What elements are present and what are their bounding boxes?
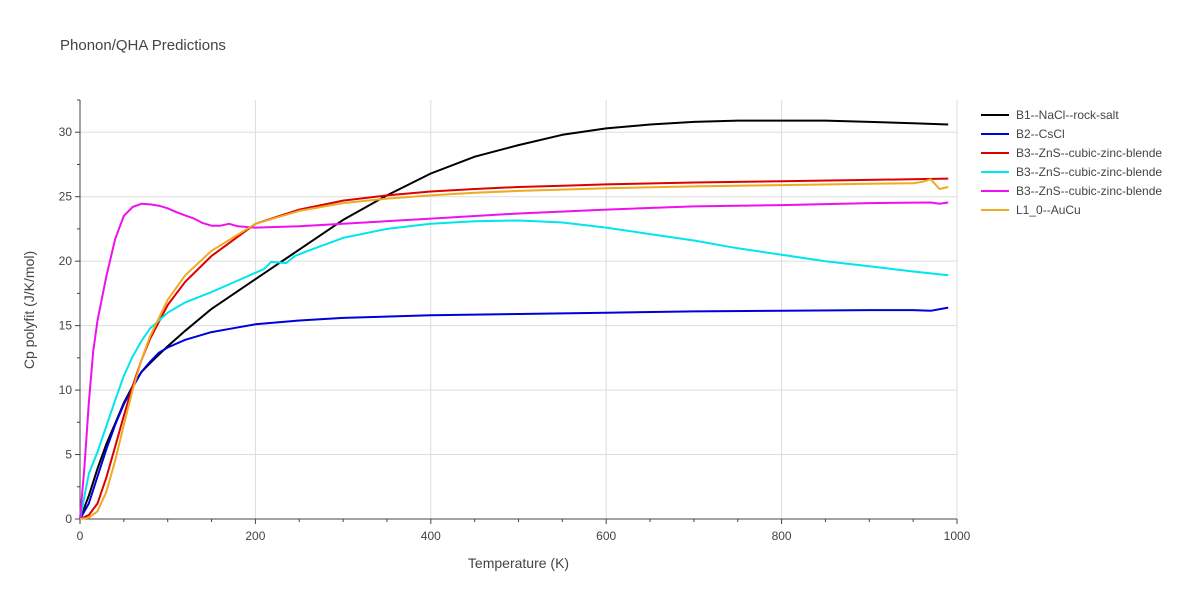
y-tick-label: 5 — [65, 448, 72, 462]
legend-label: B3--ZnS--cubic-zinc-blende — [1016, 184, 1162, 198]
legend-label: B2--CsCl — [1016, 127, 1065, 141]
y-tick-label: 20 — [59, 254, 73, 268]
y-tick-label: 25 — [59, 190, 73, 204]
series-line-3 — [79, 177, 949, 520]
y-tick-label: 15 — [59, 319, 73, 333]
series-line-4 — [79, 219, 949, 520]
x-tick-label: 400 — [421, 529, 441, 543]
series-layer — [79, 119, 949, 520]
y-tick-label: 0 — [65, 512, 72, 526]
legend-item[interactable]: B3--ZnS--cubic-zinc-blende — [981, 146, 1162, 160]
x-tick-label: 0 — [77, 529, 84, 543]
series-line-2 — [79, 306, 949, 520]
grid-lines — [80, 100, 958, 519]
legend-label: B3--ZnS--cubic-zinc-blende — [1016, 146, 1162, 160]
legend-item[interactable]: L1_0--AuCu — [981, 203, 1081, 217]
x-tick-label: 800 — [772, 529, 792, 543]
series-line-5 — [79, 201, 949, 520]
axes: 0 200 400 600 800 1000 0 5 10 15 20 25 30 — [59, 99, 971, 543]
legend-item[interactable]: B3--ZnS--cubic-zinc-blende — [981, 184, 1162, 198]
legend-item[interactable]: B2--CsCl — [981, 127, 1065, 141]
chart-title: Phonon/QHA Predictions — [60, 37, 226, 54]
legend-label: B3--ZnS--cubic-zinc-blende — [1016, 165, 1162, 179]
x-tick-label: 200 — [245, 529, 265, 543]
legend-label: L1_0--AuCu — [1016, 203, 1081, 217]
y-axis-title: Cp polyfit (J/K/mol) — [21, 251, 37, 369]
y-tick-label: 10 — [59, 383, 73, 397]
x-axis-title: Temperature (K) — [468, 555, 569, 571]
x-tick-label: 600 — [596, 529, 616, 543]
x-tick-label: 1000 — [944, 529, 971, 543]
series-line-6 — [79, 178, 949, 520]
legend-item[interactable]: B1--NaCl--rock-salt — [981, 108, 1119, 122]
y-tick-label: 30 — [59, 125, 73, 139]
legend-item[interactable]: B3--ZnS--cubic-zinc-blende — [981, 165, 1162, 179]
legend[interactable]: B1--NaCl--rock-salt B2--CsCl B3--ZnS--cubi… — [981, 108, 1162, 217]
legend-label: B1--NaCl--rock-salt — [1016, 108, 1119, 122]
